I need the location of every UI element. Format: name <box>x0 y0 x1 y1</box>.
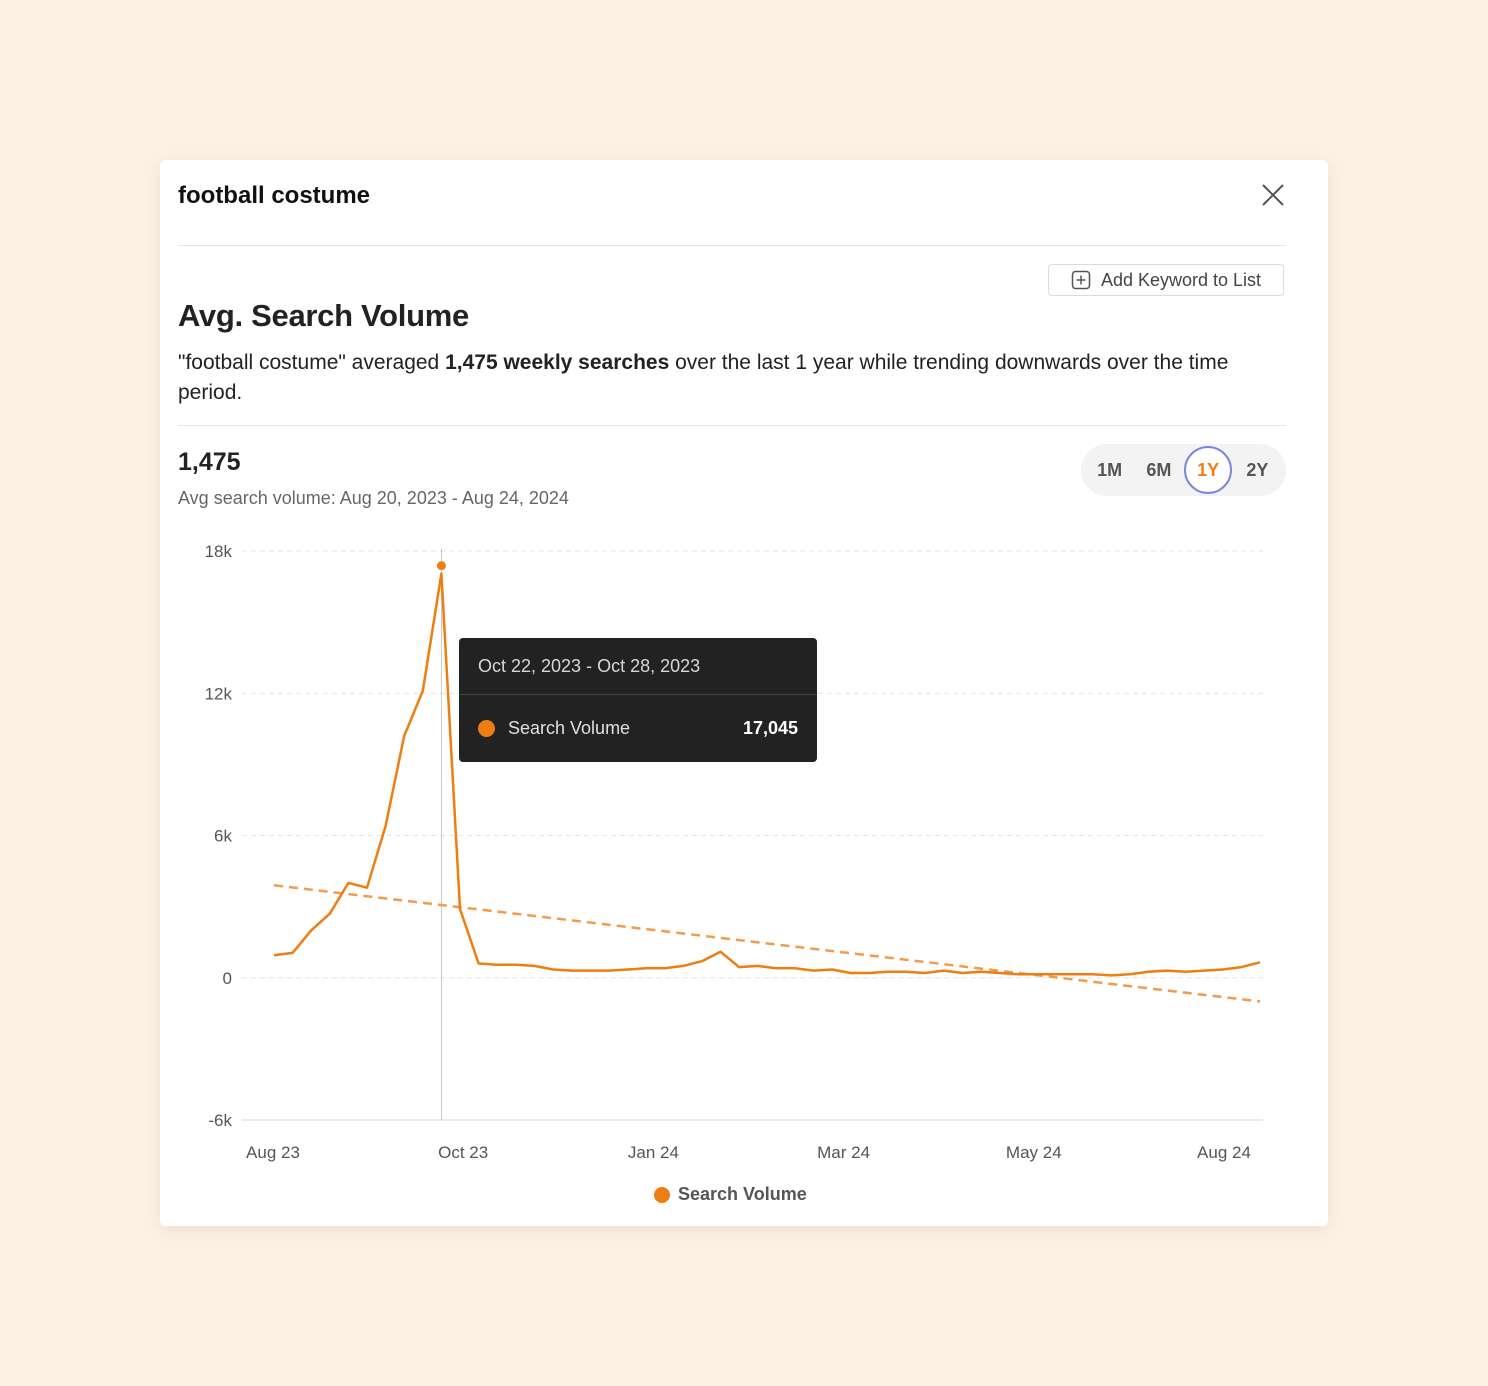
legend-dot <box>654 1186 670 1203</box>
summary-text: "football costume" averaged 1,475 weekly… <box>178 348 1278 408</box>
y-tick-label: -6k <box>208 1111 232 1130</box>
x-tick-label: Aug 24 <box>1197 1143 1251 1162</box>
tooltip-row: Search Volume 17,045 <box>459 695 817 762</box>
plus-square-icon <box>1071 270 1091 290</box>
range-selector: 1M 6M 1Y 2Y <box>1081 444 1286 496</box>
close-icon <box>1262 184 1284 206</box>
tooltip-date-range: Oct 22, 2023 - Oct 28, 2023 <box>459 638 817 695</box>
search-volume-series-line <box>273 572 1261 977</box>
range-2y-button[interactable]: 2Y <box>1246 459 1269 480</box>
range-1y-button[interactable]: 1Y <box>1184 446 1233 494</box>
avg-volume-value: 1,475 <box>178 448 241 476</box>
y-tick-label: 18k <box>205 542 233 561</box>
avg-volume-caption: Avg search volume: Aug 20, 2023 - Aug 24… <box>178 488 569 508</box>
y-tick-label: 0 <box>223 969 232 988</box>
y-tick-label: 12k <box>205 684 233 703</box>
legend-label: Search Volume <box>678 1184 807 1204</box>
y-tick-label: 6k <box>214 827 232 846</box>
trend-line <box>273 884 1261 1003</box>
keyword-modal: football costume Add Keyword to List Avg… <box>160 160 1328 1226</box>
section-title: Avg. Search Volume <box>178 298 469 333</box>
summary-suffix: over the last 1 year while trending down… <box>178 351 1229 404</box>
summary-prefix: "football costume" averaged <box>178 351 446 374</box>
tooltip-series-label: Search Volume <box>508 718 631 738</box>
close-button[interactable] <box>1256 178 1290 212</box>
x-tick-label: Jan 24 <box>628 1143 679 1162</box>
x-tick-label: Aug 23 <box>246 1143 300 1162</box>
range-1m-button[interactable]: 1M <box>1097 459 1123 480</box>
chart-tooltip: Oct 22, 2023 - Oct 28, 2023 Search Volum… <box>459 638 817 762</box>
tooltip-series-dot <box>478 720 495 737</box>
highlight-point <box>436 561 446 571</box>
summary-highlight: 1,475 weekly searches <box>445 351 670 374</box>
x-tick-label: Oct 23 <box>438 1143 488 1162</box>
modal-title: football costume <box>178 182 371 209</box>
add-keyword-label: Add Keyword to List <box>1100 269 1262 290</box>
add-keyword-button[interactable]: Add Keyword to List <box>1048 264 1284 296</box>
summary-divider <box>178 425 1286 426</box>
header-divider <box>178 245 1286 246</box>
tooltip-value: 17,045 <box>742 718 798 738</box>
x-tick-label: Mar 24 <box>817 1143 870 1162</box>
range-6m-button[interactable]: 6M <box>1146 459 1172 480</box>
chart-legend[interactable]: Search Volume <box>654 1184 807 1205</box>
x-tick-label: May 24 <box>1006 1143 1062 1162</box>
search-volume-chart: -6k 0 6k 12k 18k Aug 23 Oct 23 Jan 24 Mar 24 May … <box>205 542 1263 1162</box>
